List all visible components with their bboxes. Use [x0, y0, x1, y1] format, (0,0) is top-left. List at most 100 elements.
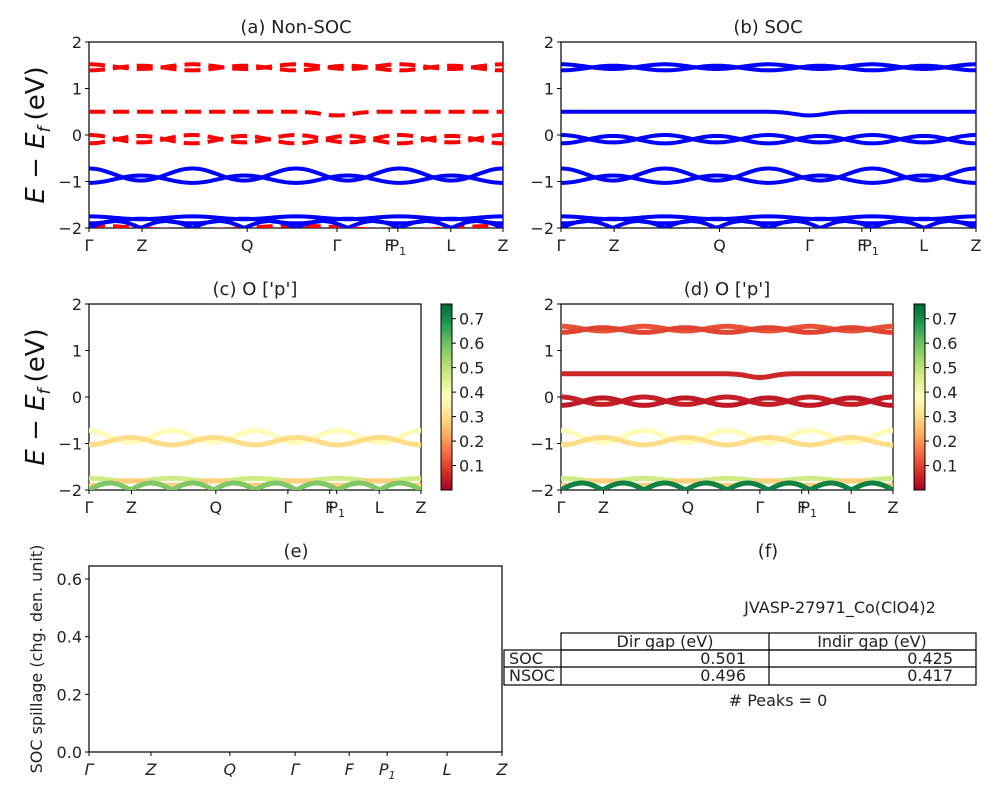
- plot-frame: [88, 303, 422, 491]
- x-tick-label: Z: [144, 760, 157, 779]
- panel-d-projected-bands: 210−1−2Γ Z Q Γ FP1 L Z: [530, 295, 898, 520]
- table-col-header: Dir gap (eV): [617, 632, 714, 651]
- spillage-ylabel: SOC spillage (chg. den. unit): [27, 545, 46, 774]
- band-line: [89, 63, 503, 73]
- ylabel-f-sub: f: [35, 123, 55, 132]
- colorbar-tick-label: 0.2: [932, 432, 957, 451]
- y-tick-label: 1: [72, 80, 82, 99]
- colorbar-tick-label: 0.2: [459, 432, 484, 451]
- material-id: JVASP-27971_Co(ClO4)2: [743, 598, 936, 618]
- panel-d-title: (d) O ['p']: [684, 279, 770, 300]
- x-tick-label: F: [325, 498, 334, 517]
- subscript-1: 1: [338, 507, 345, 520]
- x-tick-label: Γ: [85, 236, 94, 255]
- y-tick-label: 0: [72, 388, 82, 407]
- x-tick-label: L: [847, 498, 856, 517]
- x-tick-label: F: [385, 236, 394, 255]
- y-tick-label: −2: [58, 481, 82, 500]
- projected-band: [561, 435, 893, 448]
- table-row-label: SOC: [509, 649, 543, 668]
- y-tick-label: 0: [544, 388, 554, 407]
- band-line: [89, 219, 503, 228]
- colorbar-tick-label: 0.4: [459, 383, 484, 402]
- y-tick-label: −1: [530, 173, 554, 192]
- y-tick-label: 1: [544, 342, 554, 361]
- band-line: [89, 216, 503, 226]
- x-tick-label: Q: [210, 498, 223, 517]
- table-cell: 0.417: [907, 666, 953, 685]
- panel-b-soc-bands: 210−1−2Γ Z Q Γ FP1 L Z: [530, 33, 981, 258]
- panel-e-spillage: 0.60.40.20.0Γ Z Q Γ F P1 L Z: [57, 565, 509, 782]
- x-tick-label: Γ: [85, 498, 94, 517]
- y-tick-label: 2: [544, 295, 554, 314]
- table-cell: 0.496: [700, 666, 746, 685]
- peaks-count: # Peaks = 0: [729, 691, 828, 710]
- table-cell: 0.425: [907, 649, 953, 668]
- y-tick-label: −2: [530, 481, 554, 500]
- band-line: [561, 219, 976, 228]
- x-tick-label: Z: [609, 236, 620, 255]
- x-tick-label: L: [446, 236, 455, 255]
- y-tick-label: 2: [72, 295, 82, 314]
- x-tick-label: Z: [888, 498, 899, 517]
- x-tick-label: Γ: [85, 760, 95, 779]
- projected-band: [561, 395, 893, 408]
- colorbar-tick-label: 0.7: [932, 310, 957, 329]
- y-tick-label: 1: [544, 80, 554, 99]
- colorbar-gradient: [913, 303, 926, 491]
- band-line: [561, 173, 976, 185]
- band-line: [561, 133, 976, 145]
- colorbar-gradient: [440, 303, 453, 491]
- x-tick-label: F: [345, 760, 355, 779]
- x-tick-label: Γ: [333, 236, 342, 255]
- panel-f-gap-table: JVASP-27971_Co(ClO4)2 Dir gap (eV) Indir…: [503, 598, 977, 710]
- x-tick-label: P1: [862, 236, 879, 258]
- colorbar-tick-label: 0.3: [459, 408, 484, 427]
- band-line: [561, 216, 976, 226]
- y-tick-label: −1: [530, 435, 554, 454]
- x-tick-label: Γ: [291, 760, 301, 779]
- projected-band: [561, 480, 893, 490]
- colorbar-tick-label: 0.3: [932, 408, 957, 427]
- panel-e-title: (e): [283, 541, 308, 562]
- colorbar-tick-label: 0.1: [459, 457, 484, 476]
- colorbar-tick-label: 0.4: [932, 383, 957, 402]
- x-tick-label: F: [857, 236, 866, 255]
- x-tick-label: P1: [328, 498, 345, 520]
- subscript-1: 1: [389, 769, 396, 782]
- x-tick-label: P1: [390, 236, 407, 258]
- band-line: [89, 109, 503, 118]
- ylabel-f-sub: f: [35, 385, 55, 394]
- x-tick-label: P1: [800, 498, 817, 520]
- svg-text:E − Ef(eV): E − Ef (eV): [21, 66, 55, 203]
- panel-c-colorbar: 0.7 0.6 0.5 0.4 0.3 0.2 0.1: [440, 303, 484, 491]
- x-tick-label: Z: [126, 498, 137, 517]
- x-tick-label: Γ: [755, 498, 764, 517]
- y-tick-label: −2: [530, 219, 554, 238]
- x-tick-label: F: [797, 498, 806, 517]
- band-line: [89, 133, 503, 146]
- ylabel-e-text: E − E: [21, 132, 51, 204]
- x-tick-label: L: [375, 498, 384, 517]
- band-line: [89, 173, 503, 185]
- subscript-1: 1: [399, 245, 406, 258]
- table-row-label: NSOC: [509, 666, 555, 685]
- svg-text:E − Ef(eV): E − Ef (eV): [21, 328, 55, 465]
- panel-e-ylabel: SOC spillage (chg. den. unit): [27, 545, 46, 774]
- x-tick-label: P1: [379, 760, 396, 782]
- colorbar-tick-label: 0.7: [459, 310, 484, 329]
- plot-frame: [88, 565, 503, 753]
- colorbar-tick-label: 0.1: [932, 457, 957, 476]
- panel-a-title: (a) Non-SOC: [240, 17, 351, 38]
- band-line: [89, 133, 503, 145]
- panel-c-ylabel: E − Ef (eV): [21, 328, 55, 465]
- x-tick-label: L: [919, 236, 928, 255]
- colorbar-tick-label: 0.6: [932, 334, 957, 353]
- panel-a-nonsoc-bands: 210−1−2Γ Z Q Γ FP1 L Z: [58, 33, 508, 258]
- x-tick-label: Z: [496, 760, 509, 779]
- projected-band: [89, 480, 421, 490]
- band-line: [561, 109, 976, 118]
- panel-a-ylabel: E − Ef (eV): [21, 66, 55, 203]
- x-tick-label: Γ: [283, 498, 292, 517]
